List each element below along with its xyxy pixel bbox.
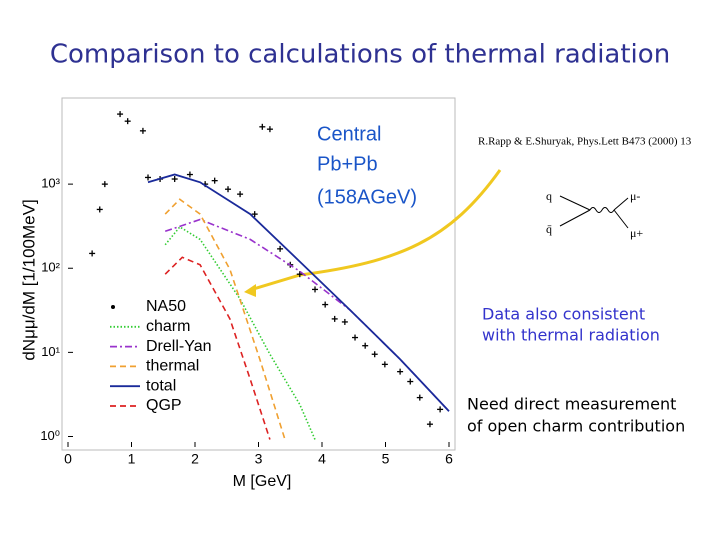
legend-marker xyxy=(111,305,115,309)
note: Need direct measurement xyxy=(467,395,676,414)
data-point xyxy=(89,250,96,257)
fermion-line xyxy=(613,209,629,229)
fermion-line xyxy=(613,197,629,211)
note: Data also consistent xyxy=(482,305,645,324)
note: with thermal radiation xyxy=(482,326,660,345)
data-point xyxy=(186,171,193,178)
data-point xyxy=(251,211,258,218)
arrow xyxy=(249,169,502,292)
series-line xyxy=(164,256,271,440)
feynman-diagram xyxy=(559,195,629,229)
data-point xyxy=(145,174,152,181)
legend-label: NA50 xyxy=(146,298,186,315)
data-point xyxy=(312,286,319,293)
x-tick-label: 2 xyxy=(191,451,199,467)
x-tick-label: 6 xyxy=(445,451,453,467)
note: of open charm contribution xyxy=(467,417,685,436)
legend-label: total xyxy=(146,377,176,394)
fermion-line xyxy=(559,209,591,227)
slide-title: Comparison to calculations of thermal ra… xyxy=(50,40,670,70)
data-point xyxy=(322,301,329,308)
y-tick-label: 10³ xyxy=(41,176,60,191)
series-line xyxy=(147,173,450,412)
y-tick-label: 10² xyxy=(41,260,60,275)
data-point xyxy=(96,206,103,213)
diagram-label: q̄ xyxy=(546,222,552,236)
annotation: Central xyxy=(317,123,381,145)
data-point xyxy=(124,118,131,125)
data-point xyxy=(139,127,146,134)
data-point xyxy=(266,126,273,133)
x-tick-label: 1 xyxy=(128,451,136,467)
y-tick-label: 10¹ xyxy=(41,344,60,359)
data-point xyxy=(397,368,404,375)
data-point xyxy=(362,342,369,349)
diagram-label: q xyxy=(546,189,552,203)
annotation: (158AGeV) xyxy=(317,186,417,208)
y-tick-label: 10⁰ xyxy=(40,428,60,443)
diagram-label: μ- xyxy=(630,189,640,203)
fermion-line xyxy=(559,195,591,211)
reference: R.Rapp & E.Shuryak, Phys.Lett B473 (2000… xyxy=(478,136,692,148)
series-line xyxy=(164,218,450,412)
x-axis-label: M [GeV] xyxy=(233,473,292,490)
legend-label: Drell-Yan xyxy=(146,338,212,355)
data-point xyxy=(381,361,388,368)
legend-label: QGP xyxy=(146,397,182,414)
data-point xyxy=(407,378,414,385)
photon-line xyxy=(589,207,615,213)
legend-label: charm xyxy=(146,318,190,335)
data-point xyxy=(225,186,232,193)
data-point xyxy=(277,245,284,252)
x-tick-label: 0 xyxy=(64,451,72,467)
data-point xyxy=(437,406,444,413)
data-point xyxy=(171,176,178,183)
data-point xyxy=(371,351,378,358)
x-tick-label: 5 xyxy=(382,451,390,467)
legend-label: thermal xyxy=(146,358,199,375)
data-point xyxy=(426,421,433,428)
data-point xyxy=(259,123,266,130)
x-tick-label: 3 xyxy=(255,451,263,467)
data-point xyxy=(117,111,124,118)
y-axis-label: dNμμ/dM [1/100MeV] xyxy=(19,199,38,360)
plot-frame xyxy=(61,97,456,451)
data-point xyxy=(101,181,108,188)
diagram-label: μ+ xyxy=(630,226,643,240)
data-point xyxy=(211,177,218,184)
x-tick-label: 4 xyxy=(318,451,326,467)
arrow-head xyxy=(244,284,256,297)
annotation: Pb+Pb xyxy=(317,153,378,175)
data-point xyxy=(331,315,338,322)
data-point xyxy=(352,334,359,341)
data-point xyxy=(341,318,348,325)
data-point xyxy=(237,191,244,198)
data-point xyxy=(416,394,423,401)
